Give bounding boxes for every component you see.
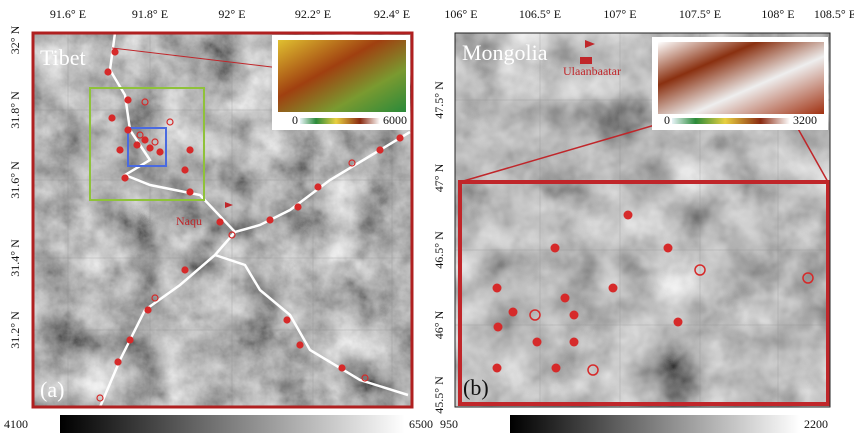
region-name: Tibet bbox=[40, 45, 86, 70]
station bbox=[533, 338, 542, 347]
colorbar-min: 950 bbox=[440, 417, 458, 431]
station bbox=[624, 211, 633, 220]
station bbox=[117, 147, 123, 153]
colorbar bbox=[60, 415, 405, 433]
station bbox=[561, 294, 570, 303]
station bbox=[142, 137, 148, 143]
inset-map bbox=[278, 40, 406, 112]
y-tick-label: 46.5° N bbox=[432, 231, 446, 269]
station bbox=[112, 49, 118, 55]
station bbox=[105, 69, 111, 75]
station bbox=[147, 145, 153, 151]
station bbox=[284, 317, 290, 323]
station bbox=[609, 284, 618, 293]
inset-colorbar bbox=[672, 118, 790, 124]
station bbox=[182, 267, 188, 273]
station bbox=[109, 115, 115, 121]
station bbox=[182, 167, 188, 173]
station bbox=[570, 338, 579, 347]
station bbox=[493, 364, 502, 373]
x-tick-label: 108.5° E bbox=[814, 7, 854, 21]
station bbox=[122, 175, 128, 181]
station bbox=[552, 364, 561, 373]
x-tick-label: 107.5° E bbox=[679, 7, 721, 21]
inset-colorbar-min: 0 bbox=[664, 113, 670, 127]
station bbox=[377, 147, 383, 153]
y-tick-label: 32° N bbox=[8, 25, 22, 54]
station bbox=[494, 323, 503, 332]
station bbox=[134, 142, 140, 148]
station bbox=[295, 204, 301, 210]
inset-colorbar-min: 0 bbox=[292, 113, 298, 127]
station bbox=[297, 342, 303, 348]
panel-label: (a) bbox=[40, 377, 64, 402]
y-tick-label: 31.2° N bbox=[8, 311, 22, 349]
city-name: Ulaanbaatar bbox=[563, 64, 621, 78]
city-name: Naqu bbox=[176, 214, 202, 228]
station bbox=[145, 307, 151, 313]
station bbox=[509, 308, 518, 317]
x-tick-label: 107° E bbox=[603, 7, 636, 21]
station bbox=[570, 311, 579, 320]
station bbox=[339, 365, 345, 371]
x-tick-label: 92.2° E bbox=[295, 7, 331, 21]
station bbox=[125, 127, 131, 133]
y-tick-label: 45.5° N bbox=[432, 376, 446, 414]
colorbar bbox=[510, 415, 800, 433]
figure: Naqu Tibet (a) 0 6000 4100 6500 Ulaanbaa… bbox=[0, 0, 854, 436]
x-tick-label: 92° E bbox=[218, 7, 245, 21]
station bbox=[493, 284, 502, 293]
panel-a: Naqu Tibet (a) 0 6000 4100 6500 bbox=[4, 33, 433, 433]
region-name: Mongolia bbox=[462, 40, 548, 65]
inset-colorbar-max: 6000 bbox=[383, 113, 407, 127]
station bbox=[397, 135, 403, 141]
x-tick-label: 108° E bbox=[761, 7, 794, 21]
y-tick-label: 47° N bbox=[432, 163, 446, 192]
station bbox=[187, 147, 193, 153]
y-tick-label: 31.4° N bbox=[8, 239, 22, 277]
station bbox=[115, 359, 121, 365]
colorbar-max: 2200 bbox=[804, 417, 828, 431]
station bbox=[187, 189, 193, 195]
x-tick-label: 106.5° E bbox=[519, 7, 561, 21]
colorbar-min: 4100 bbox=[4, 417, 28, 431]
inset-map bbox=[658, 42, 824, 114]
y-tick-label: 47.5° N bbox=[432, 81, 446, 119]
station bbox=[315, 184, 321, 190]
x-tick-label: 92.4° E bbox=[374, 7, 410, 21]
station bbox=[157, 149, 163, 155]
x-tick-label: 106° E bbox=[444, 7, 477, 21]
y-tick-label: 31.8° N bbox=[8, 91, 22, 129]
colorbar-max: 6500 bbox=[409, 417, 433, 431]
station bbox=[664, 244, 673, 253]
panel-label: (b) bbox=[463, 375, 489, 400]
station bbox=[551, 244, 560, 253]
y-tick-label: 46° N bbox=[432, 310, 446, 339]
station bbox=[125, 97, 131, 103]
y-tick-label: 31.6° N bbox=[8, 161, 22, 199]
station bbox=[674, 318, 683, 327]
x-tick-label: 91.6° E bbox=[50, 7, 86, 21]
station bbox=[217, 219, 223, 225]
station bbox=[127, 337, 133, 343]
inset-colorbar bbox=[300, 118, 380, 124]
station bbox=[267, 217, 273, 223]
x-tick-label: 91.8° E bbox=[132, 7, 168, 21]
inset-colorbar-max: 3200 bbox=[793, 113, 817, 127]
panel-b: Ulaanbaatar Mongolia (b) 0 3200 950 2200 bbox=[440, 33, 830, 433]
